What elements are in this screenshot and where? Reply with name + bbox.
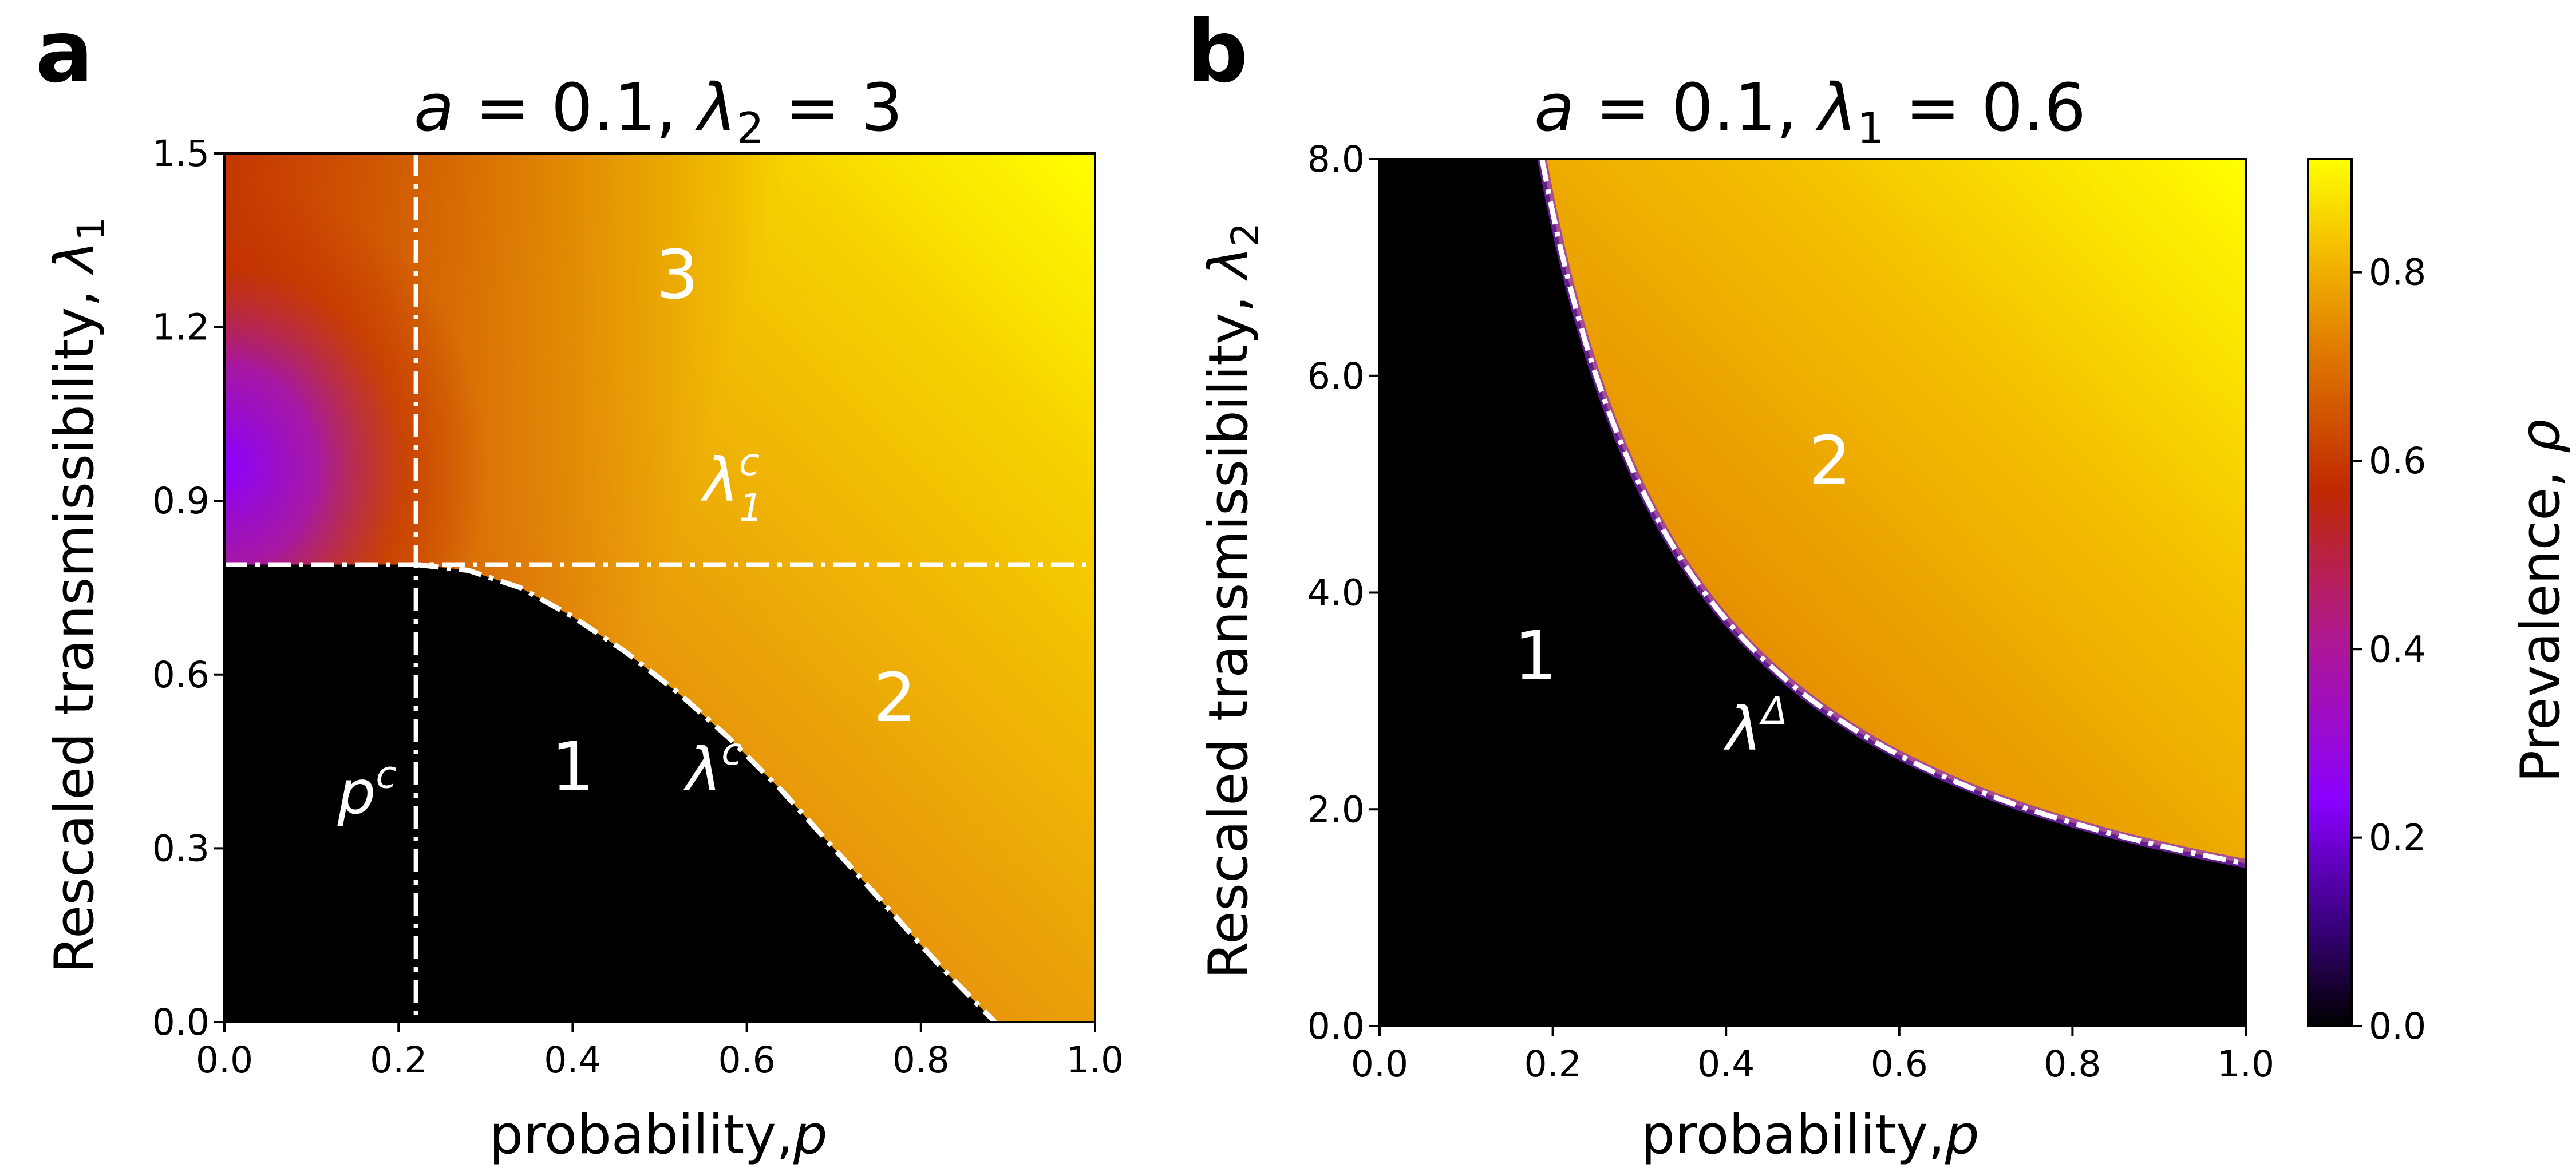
panel-a-y-ticks: 0.0 0.3 0.6 0.9 1.2 1.5: [152, 133, 224, 1043]
panel-a-region-labels: 1 2 3: [551, 235, 916, 806]
panel-a-xlabel: probability,p: [489, 1104, 827, 1166]
x-tick-label: 0.2: [370, 1039, 427, 1081]
panel-b: b a = 0.1, λ1 = 0.6 0.0 0.2 0.4 0.6 0.8 1.0 0…: [1187, 2, 2274, 1166]
panel-a: a a = 0.1, λ2 = 3 0.0 0.2 0.4 0.6 0.8 1.0 0.0…: [35, 2, 1124, 1166]
annotation-symbol: λ: [1723, 694, 1761, 764]
colorbar-tick-label: 0.2: [2369, 817, 2426, 859]
boundary-curve-lambda-delta: [1539, 159, 2246, 866]
colorbar-tick-label: 0.6: [2369, 440, 2426, 482]
colorbar-ticks: 0.0 0.2 0.4 0.6 0.8: [2352, 252, 2426, 1047]
panel-b-label: b: [1187, 2, 1248, 102]
annotation-superscript: Δ: [1759, 689, 1787, 733]
panel-a-heatmap: [224, 153, 1095, 1022]
colorbar-gradient: [2307, 158, 2353, 1027]
x-tick-label: 0.6: [1871, 1043, 1928, 1085]
annotation-superscript: c: [739, 440, 760, 484]
region-label: 3: [655, 235, 698, 314]
panel-b-xlabel: probability,p: [1641, 1104, 1979, 1166]
colorbar-label: Prevalence, ρ: [2510, 419, 2572, 782]
panel-b-y-ticks: 0.0 2.0 4.0 6.0 8.0: [1307, 138, 1380, 1047]
y-tick-label: 4.0: [1307, 572, 1365, 614]
y-tick-label: 0.3: [152, 828, 210, 869]
y-tick-label: 1.2: [152, 307, 210, 349]
panel-b-title: a = 0.1, λ1 = 0.6: [1534, 70, 2086, 153]
curve-annotation: λc 1: [701, 440, 763, 530]
panel-b-heatmap: [1380, 159, 2246, 1026]
x-tick-label: 0.8: [892, 1039, 950, 1081]
region-label: 2: [874, 658, 916, 737]
x-tick-label: 1.0: [1066, 1039, 1124, 1081]
y-tick-label: 0.0: [1307, 1005, 1365, 1047]
colorbar-tick-label: 0.4: [2369, 628, 2426, 670]
colorbar: 0.0 0.2 0.4 0.6 0.8 Prevalence, ρ: [2307, 158, 2572, 1047]
curve-annotation: λΔ: [1723, 689, 1787, 764]
x-tick-label: 0.0: [196, 1039, 253, 1081]
annotation-symbol: p: [337, 758, 376, 828]
region-label: 1: [1514, 616, 1557, 695]
region-label: 2: [1808, 421, 1851, 500]
y-tick-label: 0.0: [152, 1001, 210, 1043]
annotation-superscript: c: [376, 753, 396, 797]
panel-b-annotations: λΔ: [1723, 689, 1787, 764]
panel-a-ylabel: Rescaled transmissibility, λ1: [44, 217, 113, 973]
y-tick-label: 0.9: [152, 480, 210, 522]
y-tick-label: 0.6: [152, 654, 210, 696]
annotation-superscript: c: [721, 730, 742, 774]
boundary-curve-lambda-c: [416, 562, 997, 1022]
x-tick-label: 1.0: [2217, 1043, 2274, 1085]
y-tick-label: 1.5: [152, 133, 210, 175]
x-tick-label: 0.4: [1697, 1043, 1755, 1085]
x-tick-label: 0.2: [1524, 1043, 1581, 1085]
x-tick-label: 0.0: [1351, 1043, 1408, 1085]
panel-a-x-ticks: 0.0 0.2 0.4 0.6 0.8 1.0: [196, 1022, 1124, 1081]
panel-b-region-labels: 12: [1514, 421, 1851, 695]
colorbar-tick-label: 0.8: [2369, 252, 2426, 294]
x-tick-label: 0.8: [2044, 1043, 2101, 1085]
colorbar-tick-label: 0.0: [2369, 1005, 2426, 1047]
panel-a-label: a: [35, 2, 93, 102]
panel-a-title: a = 0.1, λ2 = 3: [414, 70, 903, 153]
x-tick-label: 0.4: [544, 1039, 601, 1081]
panel-b-x-ticks: 0.0 0.2 0.4 0.6 0.8 1.0: [1351, 1026, 2274, 1085]
annotation-symbol: λ: [683, 735, 721, 805]
curve-annotation: λc: [683, 730, 742, 805]
curve-annotation: pc: [337, 753, 397, 828]
y-tick-label: 6.0: [1307, 355, 1365, 397]
annotation-subscript: 1: [739, 486, 763, 530]
region-label: 1: [551, 727, 594, 806]
panel-b-ylabel: Rescaled transmissibility, λ2: [1198, 223, 1267, 979]
y-tick-label: 2.0: [1307, 789, 1365, 830]
y-tick-label: 8.0: [1307, 138, 1365, 180]
annotation-symbol: λ: [701, 445, 739, 515]
x-tick-label: 0.6: [718, 1039, 775, 1081]
panel-a-axes-frame: [223, 152, 1096, 1023]
